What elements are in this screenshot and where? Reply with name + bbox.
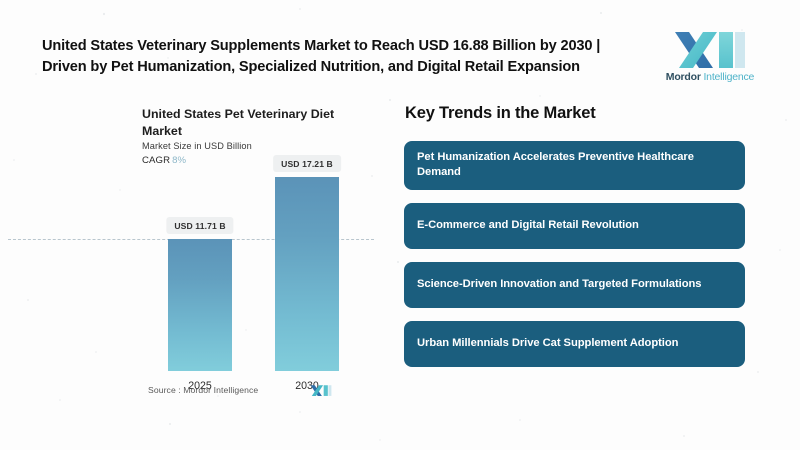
trend-card-1[interactable]: Pet Humanization Accelerates Preventive … xyxy=(404,141,745,190)
cagr-value: 8% xyxy=(172,155,187,166)
trend-card-2[interactable]: E-Commerce and Digital Retail Revolution xyxy=(404,202,745,249)
page-title: United States Veterinary Supplements Mar… xyxy=(42,36,622,77)
bar-group-2030: USD 17.21 B 2030 xyxy=(273,155,341,392)
key-trends-panel: Key Trends in the Market Pet Humanizatio… xyxy=(404,104,764,367)
bar-2025 xyxy=(168,239,232,371)
bar-value-2025: USD 11.71 B xyxy=(166,217,234,234)
chart-source-text: Source : Mordor Intelligence xyxy=(148,385,259,395)
chart-title: United States Pet Veterinary Diet Market xyxy=(142,107,335,138)
chart-panel: United States Pet Veterinary Diet Market… xyxy=(0,100,392,410)
chart-source-row: Source : Mordor Intelligence xyxy=(148,383,332,397)
trend-card-4-label: Urban Millennials Drive Cat Supplement A… xyxy=(417,337,679,350)
brand-wordmark: Mordor Intelligence xyxy=(654,71,766,83)
cagr-label: CAGR xyxy=(142,155,171,166)
mordor-m-mark-icon xyxy=(675,32,745,68)
mordor-m-mark-small-icon xyxy=(310,385,332,396)
bar-group-2025: USD 11.71 B 2025 xyxy=(166,217,234,392)
chart-subtitle: Market Size in USD Billion xyxy=(142,141,252,151)
page-title-line-1: United States Veterinary Supplements Mar… xyxy=(42,38,601,54)
trend-card-1-label: Pet Humanization Accelerates Preventive … xyxy=(417,151,694,179)
trend-card-2-label: E-Commerce and Digital Retail Revolution xyxy=(417,219,639,232)
bar-category-2030: 2030 xyxy=(295,380,319,392)
brand-name-part1: Mordor xyxy=(665,71,701,83)
bar-value-2030: USD 17.21 B xyxy=(273,155,341,172)
bar-category-2025: 2025 xyxy=(188,380,212,392)
trend-card-3[interactable]: Science-Driven Innovation and Targeted F… xyxy=(404,261,745,308)
brand-name-part2: Intelligence xyxy=(703,71,755,83)
bar-chart-plot-area: USD 11.71 B 2025 USD 17.21 B 2030 xyxy=(0,155,392,392)
page-title-line-2: Driven by Pet Humanization, Specialized … xyxy=(42,58,580,75)
key-trends-heading: Key Trends in the Market xyxy=(405,104,596,122)
trend-card-4[interactable]: Urban Millennials Drive Cat Supplement A… xyxy=(404,320,745,367)
bar-2030 xyxy=(275,177,339,371)
brand-logo: Mordor Intelligence xyxy=(654,28,766,83)
trend-card-3-label: Science-Driven Innovation and Targeted F… xyxy=(417,278,702,291)
chart-cagr: CAGR 8% xyxy=(142,155,186,166)
